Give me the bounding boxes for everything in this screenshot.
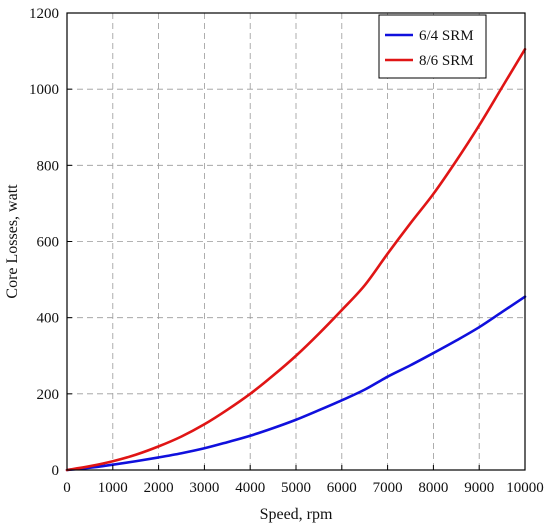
x-tick-label: 1000 [98,480,128,496]
grid-layer [67,13,525,470]
y-tick-label: 1000 [29,82,59,98]
series-line-2 [65,47,527,472]
x-tick-label: 3000 [189,480,219,496]
x-tick-label: 9000 [464,480,494,496]
y-tick-label: 400 [37,311,60,327]
legend-label-2: 8/6 SRM [419,53,474,69]
x-tick-label: 5000 [281,480,311,496]
x-tick-label: 4000 [235,480,265,496]
y-tick-label: 200 [37,387,60,403]
plot-frame [66,12,526,471]
series-line-1 [65,295,527,472]
legend-label-1: 6/4 SRM [419,28,474,44]
legend-box [378,14,487,79]
legend: 6/4 SRM 8/6 SRM [378,14,487,79]
tick-layer: 0 1000 2000 3000 4000 5000 6000 7000 8000 9000 100… [29,6,544,496]
series-layer [65,47,527,472]
y-tick-label: 800 [37,158,60,174]
x-tick-label: 10000 [506,480,544,496]
x-tick-label: 7000 [373,480,403,496]
x-tick-label: 8000 [418,480,448,496]
y-tick-label: 0 [52,463,60,479]
x-tick-label: 2000 [144,480,174,496]
y-tick-label: 1200 [29,6,59,22]
y-tick-label: 600 [37,235,60,251]
x-axis-title: Speed, rpm [260,506,333,523]
x-tick-label: 0 [63,480,71,496]
x-tick-label: 6000 [327,480,357,496]
y-axis-title: Core Losses, watt [4,184,21,299]
